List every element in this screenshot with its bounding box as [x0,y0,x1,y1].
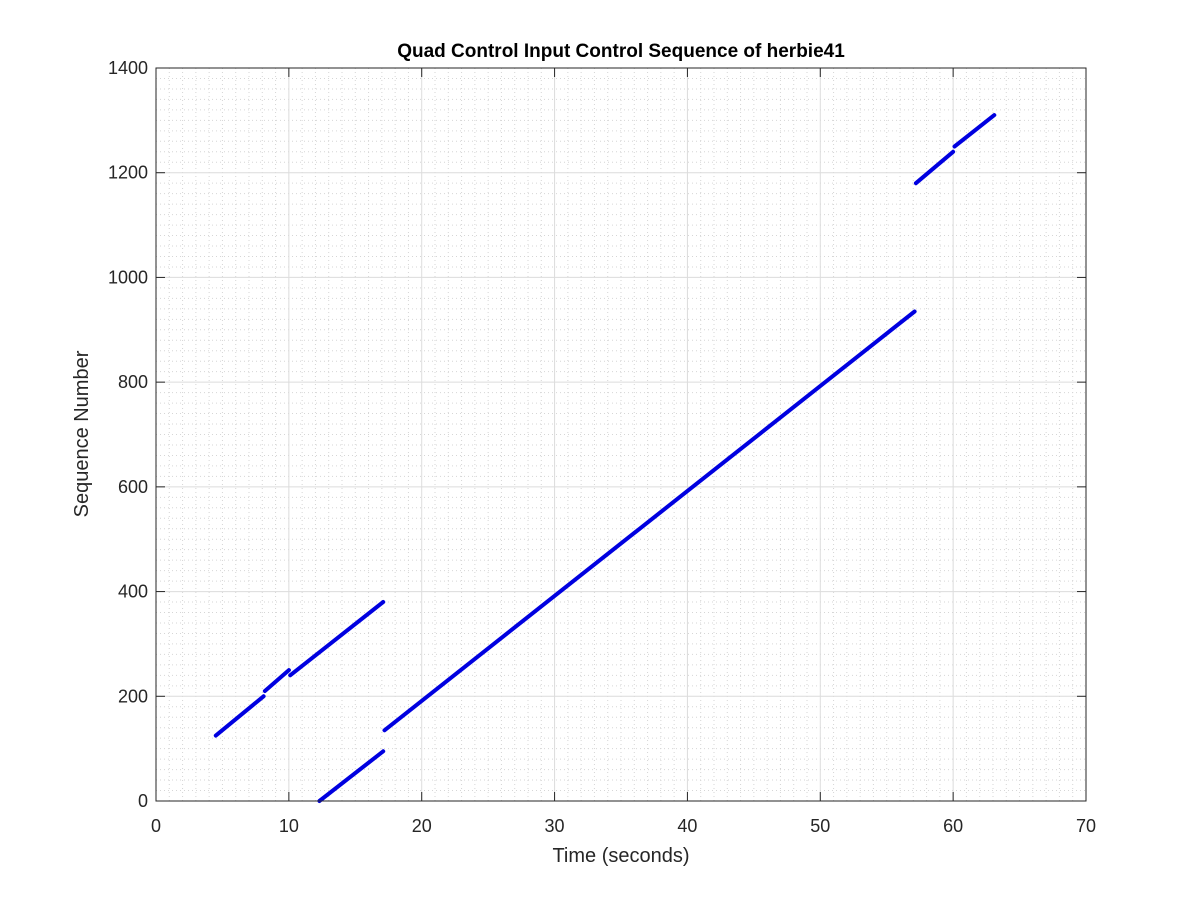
series-line-segment [288,600,386,678]
x-tick-label: 70 [1076,816,1096,836]
ticks [155,67,1087,802]
series-line-segment [213,694,266,738]
y-tick-label: 1000 [108,267,148,287]
y-tick-label: 800 [118,372,148,392]
series-line-segment [382,309,917,733]
series-line-segment [262,668,291,693]
x-tick-label: 10 [279,816,299,836]
plot-frame [155,67,1087,802]
x-tick-label: 20 [412,816,432,836]
y-tick-label: 600 [118,477,148,497]
y-tick-label: 400 [118,582,148,602]
y-tick-label: 1200 [108,163,148,183]
y-tick-label: 0 [138,791,148,811]
series-line-segment [317,749,386,803]
x-tick-label: 0 [151,816,161,836]
y-tick-label: 200 [118,686,148,706]
x-tick-label: 60 [943,816,963,836]
chart-title: Quad Control Input Control Sequence of h… [397,41,845,62]
minor-grid [156,68,1086,801]
x-tick-labels: 0 10 20 30 40 50 60 70 [151,816,1096,836]
series-line-segment [952,113,997,149]
x-tick-label: 50 [810,816,830,836]
data-lines [213,113,997,803]
x-axis-label: Time (seconds) [552,845,689,867]
x-tick-label: 30 [545,816,565,836]
series-line-segment [913,149,956,186]
y-tick-labels: 0 200 400 600 800 1000 1200 1400 [108,58,148,811]
major-grid [156,68,1086,801]
y-tick-label: 1400 [108,58,148,78]
y-axis-label: Sequence Number [71,350,93,517]
x-tick-label: 40 [677,816,697,836]
